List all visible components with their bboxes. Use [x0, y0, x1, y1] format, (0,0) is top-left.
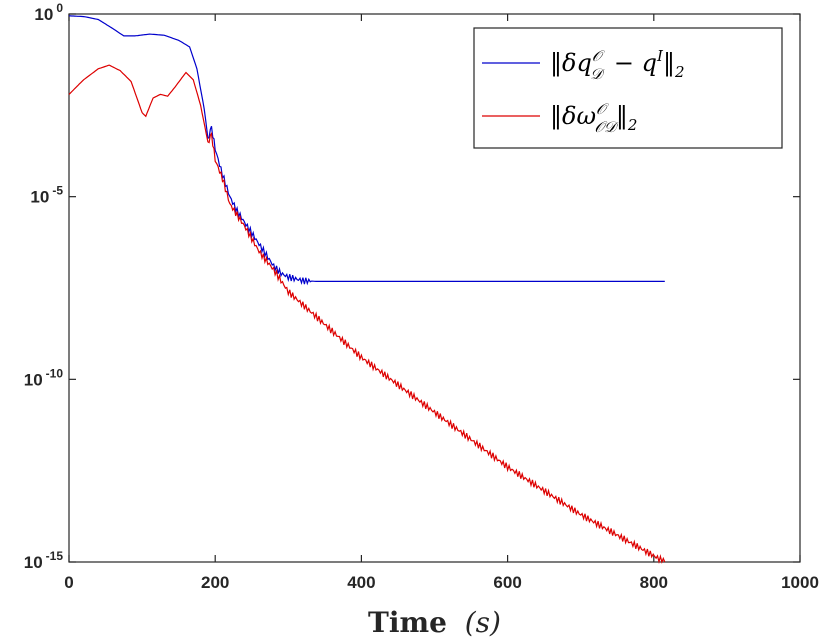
x-tick-label-2: 400	[347, 573, 375, 592]
x-axis-label-main: Time	[368, 606, 447, 639]
legend: ‖δq𝒪 𝒟 − qI‖2 ‖δω𝒪 𝒪𝒟‖2	[473, 27, 783, 149]
series-line-1	[68, 15, 665, 286]
legend-box	[473, 27, 783, 149]
x-tick-label-1: 200	[201, 573, 229, 592]
y-tick-label-0: 10 0	[34, 1, 63, 24]
x-axis-label: Time (s)	[368, 606, 501, 639]
series-line-2	[68, 64, 666, 564]
y-tick-label-2: 10 -10	[24, 366, 64, 389]
x-tick-label-3: 600	[493, 573, 521, 592]
x-tick-label-5: 1000	[781, 573, 819, 592]
x-tick-label-0: 0	[64, 573, 73, 592]
y-tick-label-3: 10 -15	[24, 549, 64, 572]
series-layer	[68, 15, 666, 564]
axis-ticks	[68, 13, 801, 563]
x-axis-label-unit: (s)	[465, 606, 501, 639]
y-tick-label-1: 10 -5	[30, 184, 63, 207]
x-tick-label-4: 800	[640, 573, 668, 592]
